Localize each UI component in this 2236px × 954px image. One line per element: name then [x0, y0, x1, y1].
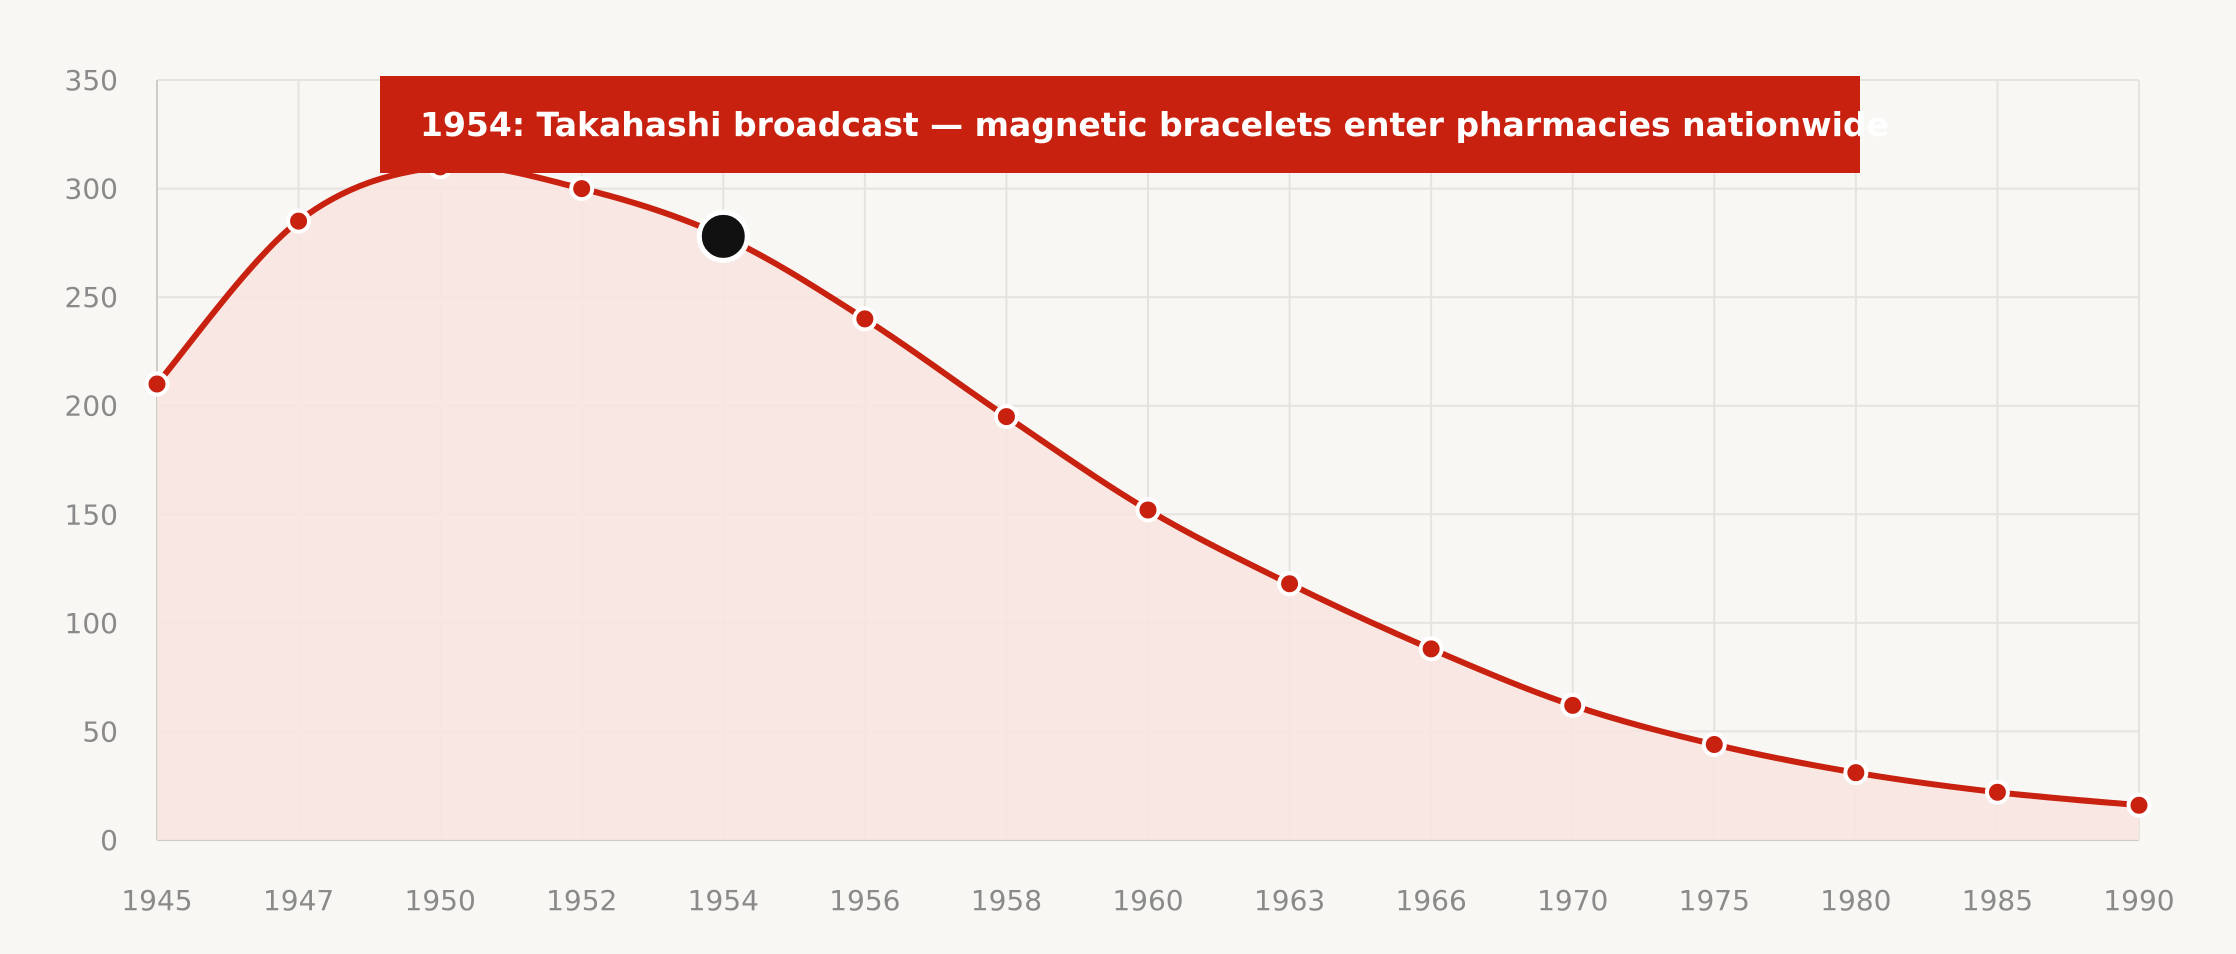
- x-tick-label: 1963: [1254, 884, 1325, 917]
- data-point[interactable]: [852, 306, 878, 332]
- x-tick-label: 1990: [2103, 884, 2174, 917]
- data-point[interactable]: [1560, 692, 1586, 718]
- data-point[interactable]: [286, 208, 312, 234]
- x-tick-label: 1970: [1537, 884, 1608, 917]
- x-tick-label: 1950: [405, 884, 476, 917]
- data-point[interactable]: [1843, 760, 1869, 786]
- x-tick-label: 1956: [829, 884, 900, 917]
- annotation-banner: 1954: Takahashi broadcast — magnetic bra…: [380, 76, 1889, 173]
- data-point[interactable]: [144, 371, 170, 397]
- y-tick-label: 350: [65, 64, 118, 97]
- area-layer: [157, 165, 2139, 840]
- highlighted-data-point[interactable]: [696, 209, 750, 263]
- point-layer: [144, 154, 2152, 818]
- series-area: [157, 165, 2139, 840]
- y-tick-label: 250: [65, 281, 118, 314]
- y-tick-label: 300: [65, 173, 118, 206]
- x-tick-label: 1945: [121, 884, 192, 917]
- x-tick-label: 1980: [1820, 884, 1891, 917]
- x-tick-label: 1958: [971, 884, 1042, 917]
- x-tick-label: 1954: [688, 884, 759, 917]
- data-point[interactable]: [569, 176, 595, 202]
- data-point[interactable]: [1135, 497, 1161, 523]
- data-point[interactable]: [993, 404, 1019, 430]
- data-point[interactable]: [1984, 779, 2010, 805]
- y-tick-label: 0: [100, 824, 118, 857]
- y-tick-label: 100: [65, 607, 118, 640]
- data-point[interactable]: [1277, 571, 1303, 597]
- x-tick-label: 1985: [1962, 884, 2033, 917]
- y-tick-label: 150: [65, 498, 118, 531]
- x-tick-label: 1952: [546, 884, 617, 917]
- data-point[interactable]: [1418, 636, 1444, 662]
- x-tick-label: 1966: [1396, 884, 1467, 917]
- x-tick-label: 1947: [263, 884, 334, 917]
- annotation-banner-background: [380, 76, 1860, 173]
- x-tick-label: 1960: [1112, 884, 1183, 917]
- data-point[interactable]: [1701, 731, 1727, 757]
- y-tick-label: 200: [65, 390, 118, 423]
- x-tick-label: 1975: [1679, 884, 1750, 917]
- data-point[interactable]: [2126, 792, 2152, 818]
- annotation-banner-text: 1954: Takahashi broadcast — magnetic bra…: [420, 105, 1889, 144]
- y-tick-label: 50: [82, 715, 118, 748]
